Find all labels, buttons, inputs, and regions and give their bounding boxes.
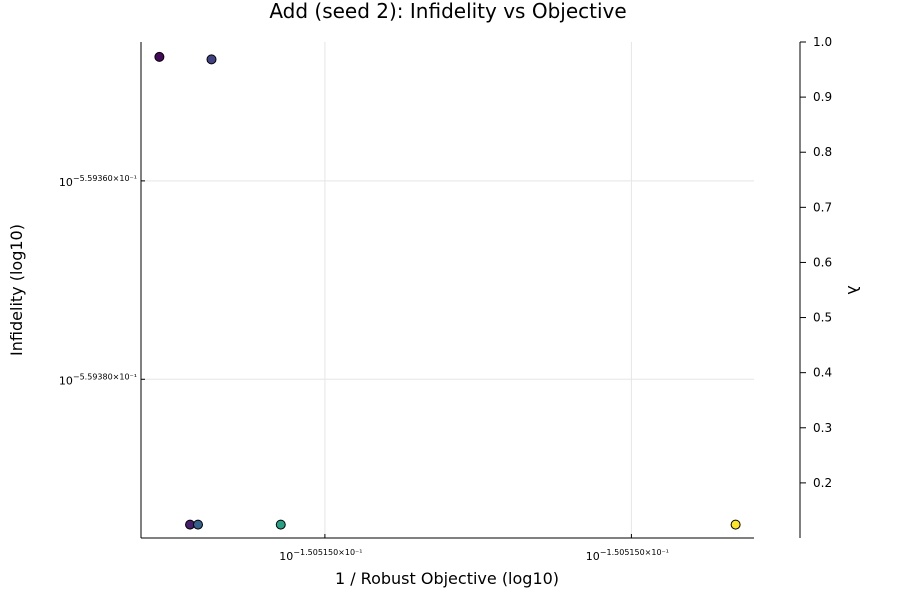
data-point <box>206 54 217 65</box>
grid <box>141 42 754 538</box>
x-tick-label: 10−1.505150×10⁻¹ <box>279 548 362 563</box>
colorbar-tick-label: 0.6 <box>813 255 832 269</box>
x-tick-label: 10−1.505150×10⁻¹ <box>586 548 669 563</box>
colorbar-tick-label: 1.0 <box>813 35 832 49</box>
colorbar-tick-label: 0.2 <box>813 476 832 490</box>
chart-title: Add (seed 2): Infidelity vs Objective <box>269 0 626 23</box>
data-points <box>154 51 741 530</box>
y-tick-label: 10−5.59380×10⁻¹ <box>59 372 137 387</box>
data-point <box>730 519 741 530</box>
colorbar-tick-label: 0.4 <box>813 366 832 380</box>
y-tick-label: 10−5.59360×10⁻¹ <box>59 174 137 189</box>
data-point <box>193 519 204 530</box>
plot-frame <box>140 42 754 539</box>
colorbar-tick-label: 0.9 <box>813 90 832 104</box>
x-axis: 10−1.505150×10⁻¹ 10−1.505150×10⁻¹ <box>279 534 669 563</box>
colorbar-tick-label: 0.7 <box>813 200 832 214</box>
colorbar-tick-label: 0.8 <box>813 145 832 159</box>
colorbar-tick-label: 0.3 <box>813 421 832 435</box>
y-axis-label: Infidelity (log10) <box>7 224 26 356</box>
x-axis-label: 1 / Robust Objective (log10) <box>335 569 559 588</box>
colorbar-tick-label: 0.5 <box>813 311 832 325</box>
data-point <box>154 51 165 62</box>
colorbar: 0.2 0.3 0.4 0.5 0.6 0.7 0.8 0.9 1.0 <box>799 35 832 538</box>
y-axis: 10−5.59380×10⁻¹ 10−5.59360×10⁻¹ <box>59 174 145 387</box>
colorbar-label: λ <box>844 285 863 294</box>
data-point <box>275 519 286 530</box>
